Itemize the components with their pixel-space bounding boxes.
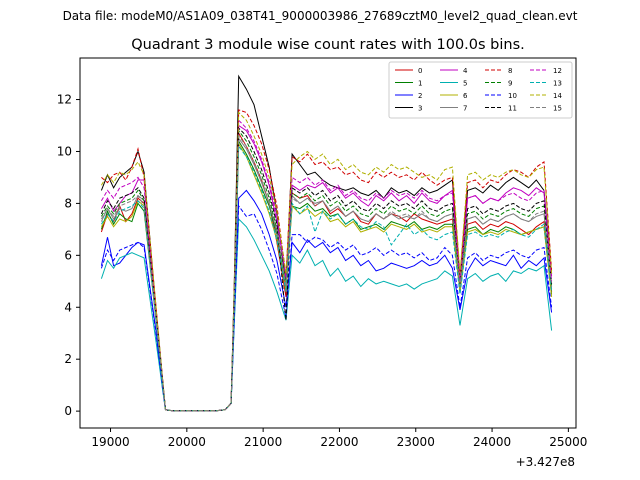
series-line-15 [100,134,553,412]
legend-label-13: 13 [553,80,562,88]
x-tick-label: 25000 [549,435,587,449]
chart-title: Quadrant 3 module wise count rates with … [131,37,525,53]
series-line-11 [100,126,553,412]
x-offset-label: +3.427e8 [516,455,575,469]
legend-label-8: 8 [508,67,512,75]
legend-label-9: 9 [508,80,512,88]
x-axis: 19000 20000 21000 22000 23000 24000 25000 [91,428,587,449]
legend-label-15: 15 [553,105,562,113]
legend-label-7: 7 [463,105,467,113]
y-tick-label: 0 [64,404,72,418]
y-tick-label: 2 [64,352,72,366]
legend-label-4: 4 [463,67,468,75]
legend-label-3: 3 [418,105,422,113]
x-tick-label: 23000 [397,435,435,449]
suptitle: Data file: modeM0/AS1A09_038T41_90000039… [63,9,578,23]
y-tick-label: 12 [57,93,72,107]
series-line-14 [100,111,553,412]
y-tick-label: 10 [57,144,72,158]
y-axis: 0 2 4 6 8 10 12 [57,93,80,418]
legend-label-12: 12 [553,67,562,75]
x-tick-label: 22000 [320,435,358,449]
x-tick-label: 21000 [244,435,282,449]
series-line-9 [100,129,553,412]
x-tick-label: 20000 [168,435,206,449]
plot-frame [79,57,577,429]
legend-label-14: 14 [553,92,562,100]
series-layer [100,74,553,412]
x-tick-label: 24000 [473,435,511,449]
legend-label-10: 10 [508,92,517,100]
legend-box [388,61,573,119]
x-tick-label: 19000 [91,435,129,449]
legend-label-1: 1 [418,80,422,88]
legend-label-5: 5 [463,80,467,88]
legend-label-6: 6 [463,92,468,100]
y-tick-label: 6 [64,248,72,262]
y-tick-label: 4 [64,300,72,314]
legend-label-0: 0 [418,67,422,75]
y-tick-label: 8 [64,196,72,210]
legend-label-2: 2 [418,92,422,100]
legend-label-11: 11 [508,105,517,113]
